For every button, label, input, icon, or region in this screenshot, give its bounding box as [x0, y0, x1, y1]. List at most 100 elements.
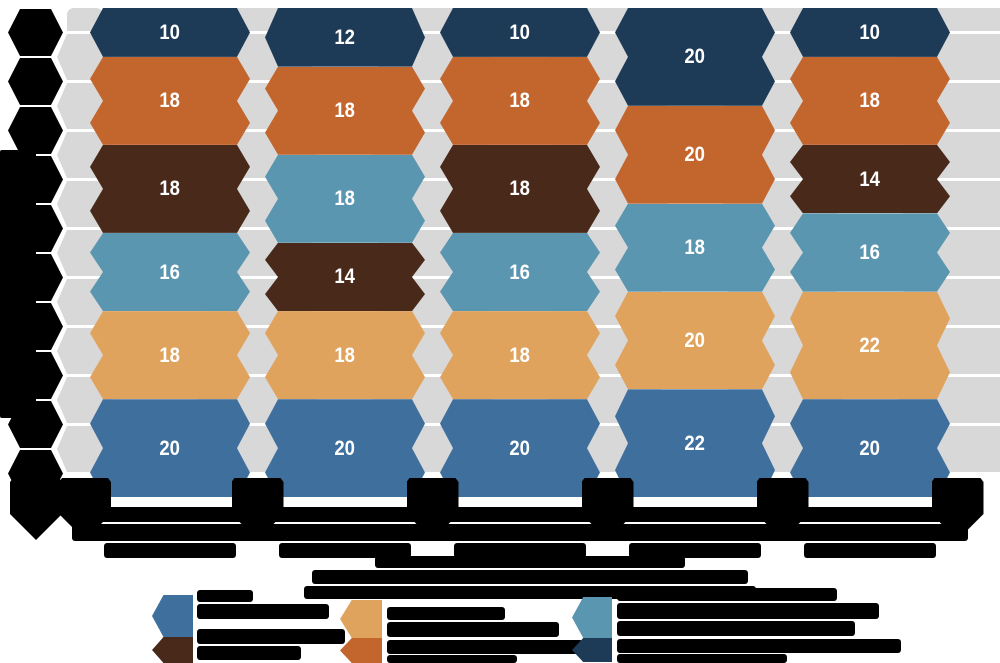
column-label-redacted — [597, 524, 793, 541]
segment-value: 10 — [159, 20, 181, 44]
chevron-segment-dark-orange: 18 — [265, 66, 425, 155]
legend-label-redacted — [617, 654, 787, 663]
chevron-segment-tan: 18 — [265, 311, 425, 400]
segment-value: 22 — [684, 431, 706, 455]
segment-value: 18 — [509, 177, 531, 201]
chevron-segment-tan: 18 — [440, 311, 600, 400]
legend-label-redacted — [197, 590, 253, 602]
legend-swatch-steel-blue — [152, 595, 193, 637]
chevron-segment-steel-blue: 20 — [790, 399, 950, 497]
legend-label-redacted — [197, 629, 345, 644]
chevron-segment-navy: 10 — [90, 8, 250, 57]
legend-label-redacted — [387, 655, 517, 663]
column-label-redacted — [422, 524, 618, 541]
legend-label-redacted — [387, 640, 583, 654]
chevron-segment-steel-blue: 22 — [615, 389, 775, 497]
column-label-redacted — [772, 524, 968, 541]
segment-value: 10 — [859, 20, 881, 44]
column-label-redacted — [261, 507, 429, 522]
segment-value: 20 — [684, 45, 706, 69]
chevron-segment-steel-blue: 20 — [265, 399, 425, 497]
chevron-segment-dark-orange: 18 — [90, 56, 250, 145]
axis-chevron-cell — [8, 58, 63, 105]
chevron-segment-dark-orange: 18 — [790, 56, 950, 145]
segment-value: 20 — [859, 436, 881, 460]
segment-value: 16 — [509, 260, 531, 284]
segment-value: 12 — [334, 25, 356, 49]
segment-value: 14 — [334, 265, 356, 289]
chevron-segment-brown: 14 — [265, 242, 425, 312]
column-label-redacted — [72, 524, 268, 541]
chevron-segment-brown: 18 — [440, 144, 600, 233]
chevron-segment-light-blue: 18 — [265, 154, 425, 243]
chevron-segment-navy: 10 — [440, 8, 600, 57]
column-label-redacted — [279, 543, 411, 558]
segment-value: 14 — [859, 167, 881, 191]
chevron-segment-navy: 12 — [265, 8, 425, 67]
segment-value: 16 — [859, 240, 881, 264]
legend-label-redacted — [387, 622, 559, 637]
legend-label-redacted — [387, 607, 505, 620]
chevron-segment-tan: 20 — [615, 291, 775, 390]
chevron-column: 12 18 18 14 18 20 — [265, 8, 425, 497]
segment-value: 16 — [159, 260, 181, 284]
legend-label-redacted — [617, 621, 855, 636]
chevron-segment-brown: 14 — [790, 144, 950, 214]
column-label-redacted — [454, 543, 586, 558]
chevron-segment-light-blue: 16 — [790, 213, 950, 292]
legend-label-redacted — [617, 588, 837, 601]
chevron-column: 20 20 18 20 22 — [615, 8, 775, 497]
column-label-redacted — [436, 507, 604, 522]
legend-label-redacted — [197, 604, 329, 619]
segment-value: 18 — [159, 177, 181, 201]
segment-value: 18 — [334, 343, 356, 367]
chevron-segment-tan: 18 — [90, 311, 250, 400]
segment-value: 22 — [859, 333, 881, 357]
column-label-redacted — [629, 543, 761, 558]
chevron-segment-navy: 20 — [615, 8, 775, 106]
segment-value: 18 — [509, 89, 531, 113]
legend-label-redacted — [617, 639, 901, 653]
caption-redacted — [312, 570, 748, 584]
segment-value: 18 — [159, 89, 181, 113]
legend-swatch-light-blue — [572, 597, 612, 638]
segment-value: 20 — [684, 329, 706, 352]
chevron-segment-steel-blue: 20 — [90, 399, 250, 497]
chevron-column: 10 18 14 16 22 20 — [790, 8, 950, 497]
chevron-segment-light-blue: 18 — [615, 203, 775, 292]
chevron-column: 10 18 18 16 18 20 — [440, 8, 600, 497]
legend-label-redacted — [617, 603, 879, 619]
segment-value: 18 — [859, 89, 881, 113]
chevron-segment-steel-blue: 20 — [440, 399, 600, 497]
chevron-segment-light-blue: 16 — [440, 232, 600, 312]
segment-value: 20 — [509, 436, 531, 460]
column-label-redacted — [86, 507, 254, 522]
axis-chevron-cell — [8, 450, 63, 497]
chevron-segment-tan: 22 — [790, 291, 950, 399]
legend-swatch-brown — [152, 637, 193, 663]
chevron-segment-navy: 10 — [790, 8, 950, 57]
segment-value: 10 — [509, 20, 531, 44]
column-label-redacted — [786, 507, 954, 522]
axis-chevron-cell — [8, 9, 63, 56]
segment-value: 18 — [334, 99, 356, 123]
column-label-redacted — [247, 524, 443, 541]
legend-swatch-tan — [340, 600, 382, 638]
legend-label-redacted — [197, 646, 301, 660]
y-axis-title-redacted — [0, 150, 36, 418]
chevron-column: 10 18 18 16 18 20 — [90, 8, 250, 497]
caption-redacted — [375, 556, 685, 568]
segment-value: 18 — [509, 343, 531, 367]
segment-value: 18 — [684, 236, 706, 260]
chevron-segment-dark-orange: 20 — [615, 105, 775, 204]
chevron-segment-dark-orange: 18 — [440, 56, 600, 145]
segment-value: 20 — [684, 143, 706, 167]
segment-value: 18 — [334, 187, 356, 211]
legend-swatch-dark-orange — [340, 638, 382, 663]
segment-value: 20 — [334, 436, 356, 460]
column-label-redacted — [611, 507, 779, 522]
column-label-redacted — [104, 543, 236, 558]
